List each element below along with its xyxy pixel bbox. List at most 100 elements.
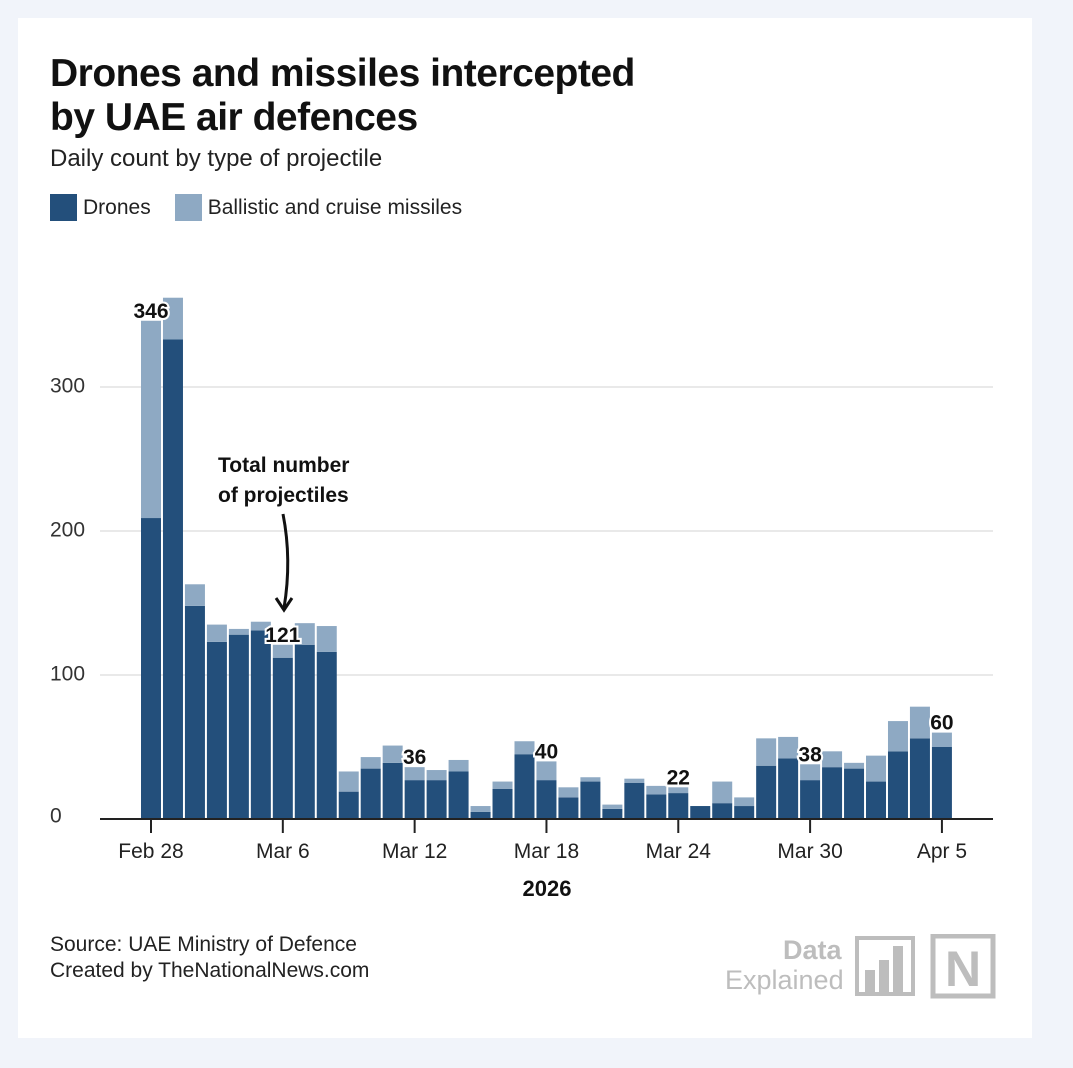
bar-drones: [382, 762, 403, 819]
x-axis-title: 2026: [523, 876, 572, 901]
bar-missiles: [360, 757, 381, 769]
bar-drones: [690, 806, 711, 819]
bar-drones: [866, 781, 887, 819]
n-logo-icon: N: [945, 941, 981, 997]
callout-line-2: of projectiles: [218, 484, 349, 507]
bar-drones: [294, 644, 315, 819]
bar-missiles: [426, 770, 447, 781]
bar-drones: [206, 641, 227, 819]
bar-drones: [844, 768, 865, 819]
bar-drones: [558, 797, 579, 819]
bar-missiles: [404, 767, 425, 781]
bar-missiles: [228, 628, 249, 635]
bar-drones: [228, 634, 249, 819]
bar-missiles: [536, 761, 557, 781]
bar-missiles: [866, 755, 887, 782]
bar-missiles: [712, 781, 733, 804]
bar-drones: [909, 738, 930, 819]
bar-drones: [822, 767, 843, 819]
bar-drones: [360, 768, 381, 819]
chart-subtitle: Daily count by type of projectile: [50, 145, 383, 172]
callout-arrow-icon: [281, 513, 290, 609]
data-label: 38: [798, 743, 822, 766]
data-label: 60: [930, 712, 953, 735]
data-label: 121: [265, 624, 300, 647]
bar-drones: [448, 771, 469, 819]
legend-label-missiles: Ballistic and cruise missiles: [207, 195, 463, 219]
bar-drones: [514, 754, 535, 819]
bar-drones: [887, 751, 908, 819]
bar-drones: [184, 605, 205, 819]
x-tick-label: Mar 24: [646, 840, 712, 863]
data-label: 22: [667, 766, 690, 789]
bar-missiles: [800, 764, 821, 781]
bar-drones: [580, 781, 601, 819]
bar-drones: [712, 803, 733, 819]
bar-drones: [646, 794, 667, 819]
bar-drones: [404, 780, 425, 819]
bar-drones: [668, 793, 689, 819]
legend-swatch-missiles: [174, 194, 202, 221]
x-tick-label: Mar 6: [256, 840, 310, 863]
bar-missiles: [668, 787, 689, 794]
source-text: Source: UAE Ministry of Defence: [50, 933, 357, 956]
bar-missiles: [931, 732, 952, 747]
chart-title: Drones and missiles intercepted by UAE a…: [50, 52, 635, 140]
bar-missiles: [822, 751, 843, 768]
data-label: 36: [403, 746, 426, 769]
y-tick-label: 0: [50, 805, 62, 828]
callout-line-1: Total number: [218, 454, 349, 477]
bar-missiles: [492, 781, 513, 789]
legend-label-drones: Drones: [83, 195, 151, 219]
x-tick-label: Feb 28: [118, 840, 183, 863]
bar-missiles: [294, 623, 315, 645]
x-tick-label: Mar 30: [777, 840, 842, 863]
bar-drones: [470, 811, 491, 819]
data-label: 346: [133, 300, 168, 323]
bar-missiles: [558, 787, 579, 798]
bar-missiles: [184, 584, 205, 606]
bar-missiles: [272, 644, 293, 658]
legend-swatch-drones: [50, 194, 77, 221]
bar-missiles: [909, 706, 930, 739]
bar-missiles: [206, 624, 227, 642]
bar-drones: [426, 780, 447, 819]
bar-drones: [338, 791, 359, 819]
bar-chart-logo-icon: N: [855, 934, 996, 999]
bar-drones: [800, 780, 821, 819]
bar-missiles: [250, 621, 271, 631]
chart-card: [18, 18, 1032, 1038]
bar-missiles: [887, 721, 908, 752]
bar-drones: [536, 780, 557, 819]
bar-missiles: [778, 736, 799, 759]
bar-drones: [492, 788, 513, 819]
bar-drones: [316, 651, 337, 819]
bar-drones: [734, 806, 755, 819]
bar-drones: [624, 783, 645, 819]
logo-line-2: Explained: [725, 965, 844, 995]
bar-missiles: [338, 771, 359, 792]
x-tick-label: Mar 12: [382, 840, 447, 863]
bar-missiles: [646, 785, 667, 795]
bar-missiles: [756, 738, 777, 766]
y-tick-label: 100: [50, 663, 85, 686]
source-note: Source: UAE Ministry of Defence Created …: [50, 932, 369, 984]
bar-missiles: [141, 320, 161, 519]
bar-missiles: [844, 762, 865, 769]
bar-drones: [778, 758, 799, 819]
arrowhead-icon: [274, 597, 294, 613]
x-tick-label: Mar 18: [514, 840, 579, 863]
x-tick-label: Apr 5: [917, 840, 967, 863]
bar-missiles: [162, 297, 183, 340]
bar-drones: [756, 765, 777, 819]
y-tick-label: 300: [50, 375, 85, 398]
bar-missiles: [514, 741, 535, 755]
title-line-1: Drones and missiles intercepted: [50, 52, 635, 95]
bar-missiles: [580, 777, 601, 782]
y-tick-label: 200: [50, 519, 85, 542]
bar-drones: [141, 518, 161, 819]
bar-missiles: [316, 626, 337, 652]
bar-missiles: [382, 745, 403, 763]
bar-drones: [931, 747, 952, 819]
